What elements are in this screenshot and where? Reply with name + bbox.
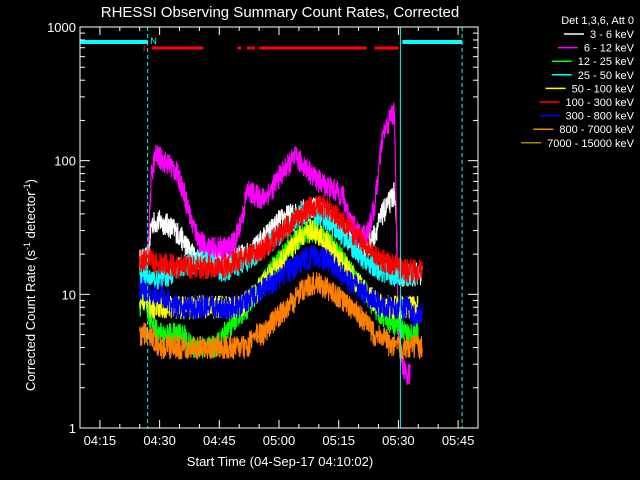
legend-entry-4: 50 - 100 keV [572, 83, 635, 95]
legend-entry-5: 100 - 300 keV [566, 97, 635, 109]
series-line-6 [139, 245, 423, 327]
y-tick-label-2: 100 [54, 154, 76, 169]
y-axis-label: Corrected Count Rate (s-1 detector-1) [22, 179, 38, 391]
y-tick-label-1: 10 [62, 287, 76, 302]
legend-entry-2: 12 - 25 keV [578, 56, 635, 68]
y-axis-label-sup1: -1 [22, 242, 32, 250]
flag-label-f: F [143, 44, 149, 54]
series-line-7 [139, 271, 423, 360]
svg-text:Corrected Count Rate (s-1 dete: Corrected Count Rate (s-1 detector-1) [22, 179, 38, 391]
y-tick-label-0: 1 [69, 421, 76, 436]
x-tick-label-6: 05:45 [442, 433, 475, 448]
legend-entry-1: 6 - 12 keV [584, 43, 635, 55]
legend-entry-0: 3 - 6 keV [590, 29, 635, 41]
x-tick-label-4: 05:15 [322, 433, 355, 448]
x-tick-label-2: 04:45 [203, 433, 236, 448]
plot-area: NF 1 10 100 1000 04:15 04:30 04:45 05:00 05:15 05:… [47, 20, 479, 448]
x-tick-label-3: 05:00 [263, 433, 296, 448]
series-line-1 [147, 102, 411, 386]
y-axis-label-sup2: -1 [22, 183, 32, 191]
series-line-5 [139, 195, 423, 283]
y-axis-label-end: ) [23, 179, 38, 183]
y-axis-label-mid: detector [23, 191, 38, 242]
chart-title: RHESSI Observing Summary Count Rates, Co… [101, 4, 459, 21]
flag-label-n: N [150, 36, 157, 46]
x-tick-label-5: 05:30 [382, 433, 415, 448]
y-axis-label-main: Corrected Count Rate (s [23, 250, 38, 391]
x-tick-label-1: 04:30 [143, 433, 176, 448]
series-line-0 [139, 182, 423, 287]
legend-entry-3: 25 - 50 keV [578, 70, 635, 82]
legend-entry-6: 300 - 800 keV [566, 111, 635, 123]
legend-title: Det 1,3,6, Att 0 [561, 15, 634, 27]
x-tick-label-0: 04:15 [84, 433, 117, 448]
legend-entry-7: 800 - 7000 keV [559, 124, 634, 136]
y-tick-label-3: 1000 [47, 20, 76, 35]
legend-entry-8: 7000 - 15000 keV [547, 138, 635, 150]
x-axis-label: Start Time (04-Sep-17 04:10:02) [187, 454, 373, 469]
